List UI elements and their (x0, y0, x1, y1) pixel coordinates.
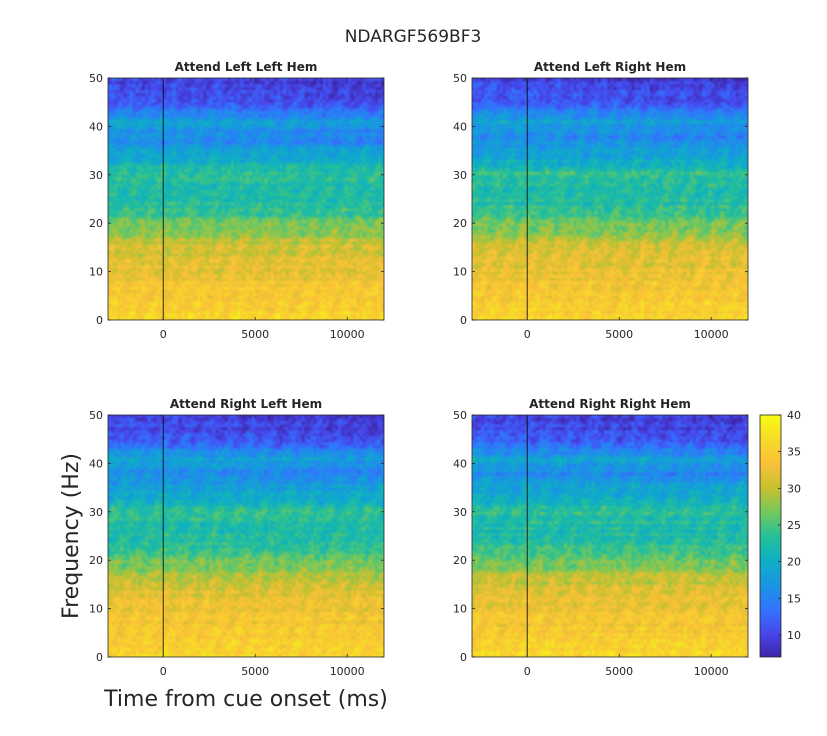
panel-attend-right-left-hem: Attend Right Left Hem 0 10 20 30 40 50 0 5000 10… (89, 397, 385, 678)
y-axis-label: Frequency (Hz) (59, 453, 84, 619)
x-axis-label: Time from cue onset (ms) (103, 687, 388, 712)
spectrogram-heatmap (472, 415, 748, 657)
x-tick-label: 10000 (330, 328, 365, 341)
y-tick-label: 40 (453, 120, 467, 133)
x-tick-label: 10000 (694, 665, 729, 678)
panel-title: Attend Right Left Hem (170, 397, 322, 411)
x-tick-label: 5000 (241, 665, 269, 678)
x-tick-label: 0 (160, 665, 167, 678)
panel-title: Attend Left Left Hem (175, 60, 318, 74)
colorbar-tick-label: 35 (787, 446, 801, 459)
x-tick-label: 10000 (694, 328, 729, 341)
panel-title: Attend Left Right Hem (534, 60, 686, 74)
y-tick-label: 0 (96, 651, 103, 664)
y-tick-label: 30 (89, 506, 103, 519)
y-tick-label: 40 (89, 120, 103, 133)
x-tick-label: 0 (524, 328, 531, 341)
axes-frame (471, 77, 749, 321)
x-tick-label: 0 (524, 665, 531, 678)
y-tick-label: 20 (453, 217, 467, 230)
y-tick-label: 20 (453, 554, 467, 567)
y-tick-label: 50 (89, 72, 103, 85)
y-tick-label: 10 (89, 603, 103, 616)
colorbar-tick-label: 30 (787, 482, 801, 495)
y-tick-label: 0 (460, 314, 467, 327)
colorbar-tick-label: 10 (787, 629, 801, 642)
y-tick-label: 40 (453, 457, 467, 470)
y-tick-label: 50 (89, 409, 103, 422)
y-tick-label: 50 (453, 72, 467, 85)
x-tick-label: 10000 (330, 665, 365, 678)
panel-attend-right-right-hem: Attend Right Right Hem 0 10 20 30 40 50 0 5000 1… (453, 397, 749, 678)
panel-attend-left-right-hem: Attend Left Right Hem 0 10 20 30 40 50 0 5000 10… (453, 60, 749, 341)
colorbar-tick-label: 25 (787, 519, 801, 532)
panel-title: Attend Right Right Hem (529, 397, 691, 411)
y-tick-label: 30 (453, 169, 467, 182)
y-tick-label: 50 (453, 409, 467, 422)
x-tick-label: 5000 (241, 328, 269, 341)
colorbar-tick-label: 15 (787, 592, 801, 605)
x-tick-label: 5000 (605, 665, 633, 678)
figure-title: NDARGF569BF3 (345, 27, 482, 47)
spectrogram-heatmap (108, 78, 384, 320)
y-tick-label: 10 (453, 603, 467, 616)
panel-attend-left-left-hem: Attend Left Left Hem 0 10 20 30 40 50 0 5000 100… (89, 60, 385, 341)
colorbar-gradient (759, 414, 782, 658)
colorbar-tick-label: 20 (787, 556, 801, 569)
axes-frame (107, 414, 385, 658)
axes-frame (107, 77, 385, 321)
y-tick-label: 10 (453, 266, 467, 279)
colorbar-tick-label: 40 (787, 409, 801, 422)
y-tick-label: 30 (89, 169, 103, 182)
x-tick-label: 0 (160, 328, 167, 341)
axes-frame (471, 414, 749, 658)
y-tick-label: 0 (96, 314, 103, 327)
colorbar: 10 15 20 25 30 35 40 (759, 409, 801, 658)
y-tick-label: 10 (89, 266, 103, 279)
y-tick-label: 20 (89, 217, 103, 230)
y-tick-label: 30 (453, 506, 467, 519)
spectrogram-heatmap (108, 415, 384, 657)
spectrogram-heatmap (472, 78, 748, 320)
y-tick-label: 40 (89, 457, 103, 470)
x-tick-label: 5000 (605, 328, 633, 341)
y-tick-label: 20 (89, 554, 103, 567)
y-tick-label: 0 (460, 651, 467, 664)
